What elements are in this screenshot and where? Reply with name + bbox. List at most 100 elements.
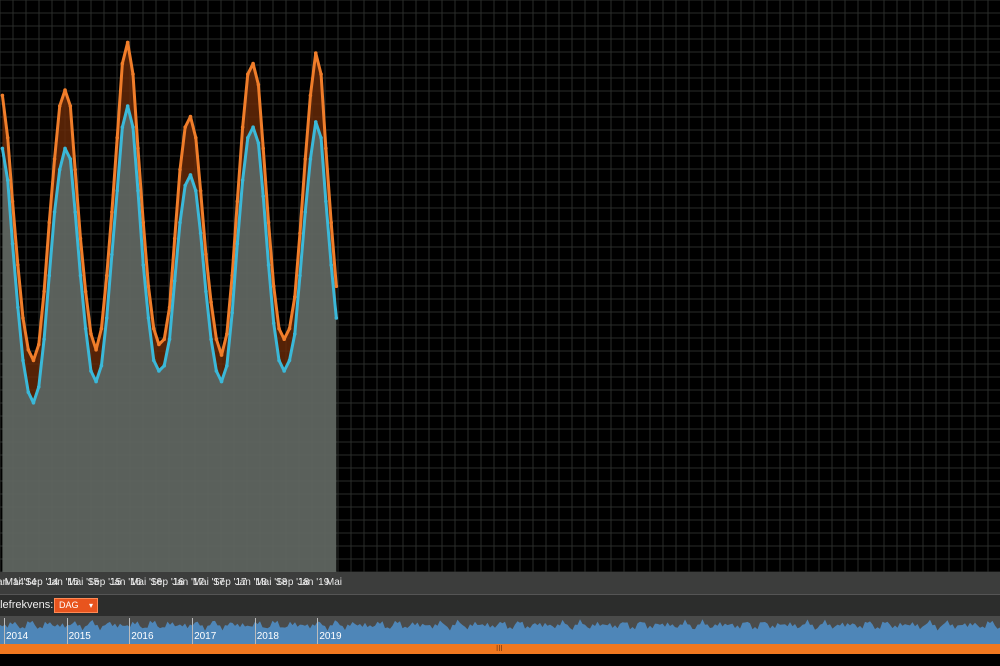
lower-series-point	[293, 332, 297, 336]
lower-series-point	[271, 321, 276, 326]
upper-series-point	[94, 348, 98, 352]
upper-series-point	[303, 157, 308, 161]
upper-series-point	[78, 236, 83, 241]
x-tick-label: Sep '15	[87, 577, 122, 588]
lower-series-point	[42, 337, 46, 342]
upper-series-point	[261, 146, 266, 151]
lower-series-point	[10, 242, 15, 246]
lower-series-point	[26, 390, 31, 395]
upper-series-point	[89, 332, 93, 336]
series-gap-band	[2, 42, 337, 403]
upper-series-point	[209, 300, 213, 304]
scrollbar-grip-icon[interactable]: III	[496, 644, 503, 653]
upper-series-point	[146, 284, 151, 289]
lower-series-point	[204, 289, 208, 294]
upper-series-point	[167, 305, 172, 310]
x-tick-label: Jan '15	[46, 577, 79, 588]
navigator-year-divider	[317, 618, 319, 644]
lower-series-point	[115, 189, 120, 193]
upper-series-point	[287, 326, 292, 331]
upper-series-point	[52, 157, 57, 161]
upper-series-point	[225, 332, 229, 336]
upper-series-point	[36, 342, 41, 347]
lower-series-point	[188, 173, 193, 177]
range-navigator[interactable]: 2014 2015 2016 2017 2018 2019	[0, 616, 1000, 644]
upper-series-point	[324, 146, 328, 151]
upper-series-point	[183, 125, 187, 129]
x-tick-label: Mai '15	[67, 577, 100, 588]
upper-series-point	[57, 104, 62, 108]
x-tick-label: Jan '16	[109, 577, 142, 588]
upper-series-point	[131, 72, 135, 76]
lower-series-point	[313, 120, 318, 124]
upper-series-point	[219, 353, 224, 357]
upper-series-point	[47, 220, 52, 225]
lower-series-point	[324, 199, 328, 204]
upper-series-point	[256, 83, 261, 87]
navigator-year-label: 2019	[319, 631, 342, 642]
x-tick-label: Jan '19	[297, 577, 330, 588]
lower-series-point	[334, 316, 339, 320]
lower-series-point	[104, 316, 109, 320]
upper-series-point	[178, 167, 182, 172]
lower-series-area	[2, 106, 337, 572]
lower-series-point	[167, 337, 172, 342]
lower-series-point	[89, 369, 93, 373]
frequency-dropdown[interactable]: DAG ▾	[54, 598, 98, 613]
upper-series-point	[172, 236, 177, 241]
upper-series-point	[120, 61, 125, 66]
upper-series-point	[245, 72, 250, 76]
lower-series-point	[193, 189, 198, 193]
frequency-label: ålefrekvens:	[0, 599, 54, 611]
lower-series-point	[219, 379, 224, 384]
upper-series-point	[21, 316, 25, 320]
upper-series-point	[334, 284, 339, 289]
lower-series-point	[230, 310, 234, 315]
lower-series	[0, 104, 339, 405]
lower-series-point	[287, 358, 292, 363]
upper-series-point	[16, 263, 20, 267]
lower-series-point	[120, 125, 125, 129]
x-tick-label: Sep '14	[24, 577, 59, 588]
upper-series-point	[329, 220, 333, 225]
lower-series-point	[63, 146, 67, 151]
upper-series-point	[136, 146, 140, 151]
upper-series-point	[68, 104, 73, 108]
navigator-year-label: 2014	[6, 631, 29, 642]
upper-series-point	[31, 358, 36, 363]
upper-series-point	[271, 284, 276, 289]
upper-series-point	[162, 337, 167, 342]
upper-series-point	[214, 337, 219, 342]
upper-series-point	[115, 136, 120, 140]
lower-series-point	[16, 305, 20, 310]
x-tick-label: Mai	[325, 577, 342, 588]
upper-series-point	[240, 125, 245, 129]
x-tick-label: Mai '18	[255, 577, 288, 588]
lower-series-point	[5, 178, 10, 182]
lower-series-point	[68, 157, 73, 161]
upper-series-point	[282, 337, 286, 342]
range-scrollbar[interactable]: III	[0, 644, 1000, 654]
navigator-year-divider	[192, 618, 194, 644]
upper-series-point	[313, 51, 318, 55]
chevron-down-icon: ▾	[88, 601, 93, 610]
lower-series-point	[73, 210, 77, 214]
upper-series-point	[188, 114, 193, 119]
lower-series-point	[261, 194, 266, 198]
upper-series-point	[193, 136, 198, 140]
lower-series-point	[57, 167, 62, 172]
lower-series-point	[209, 337, 213, 342]
lower-series-point	[266, 263, 271, 267]
lower-series-point	[277, 358, 281, 363]
upper-series-point	[42, 289, 46, 294]
upper-series-point	[204, 252, 208, 257]
lower-series-point	[298, 273, 302, 278]
upper-series-point	[308, 93, 313, 98]
upper-series-point	[251, 61, 255, 66]
lower-series-point	[240, 178, 245, 182]
upper-series-point	[5, 136, 10, 140]
upper-series-point	[10, 199, 15, 204]
lower-series-point	[151, 358, 156, 363]
main-chart	[0, 0, 1000, 572]
